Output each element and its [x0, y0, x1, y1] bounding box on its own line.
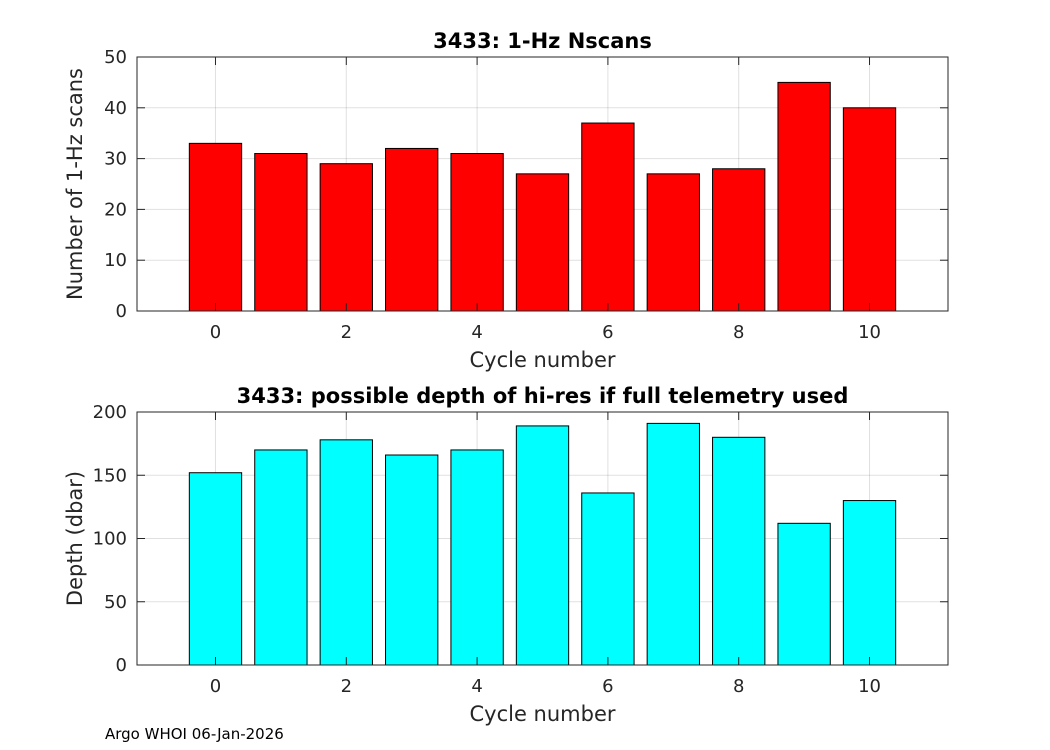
bar	[254, 153, 308, 312]
bar	[319, 163, 373, 312]
bar	[646, 173, 700, 312]
bar	[842, 107, 897, 312]
y-tick-label: 20	[104, 199, 127, 220]
y-tick-label: 0	[116, 301, 127, 322]
y-tick-label: 0	[116, 655, 127, 676]
x-tick-label: 4	[471, 322, 482, 343]
bar	[188, 142, 243, 312]
bar	[515, 425, 570, 666]
y-tick-label: 100	[93, 529, 127, 550]
bar	[319, 439, 373, 666]
bar	[777, 522, 831, 666]
axes-box	[136, 56, 949, 312]
x-axis-label: Cycle number	[469, 348, 615, 372]
bar	[450, 153, 504, 312]
bar	[842, 500, 897, 666]
x-tick-label: 6	[602, 322, 613, 343]
bar	[385, 454, 439, 666]
x-tick-label: 2	[341, 676, 352, 697]
x-tick-label: 2	[341, 322, 352, 343]
y-tick-label: 40	[104, 98, 127, 119]
x-tick-label: 8	[733, 676, 744, 697]
y-tick-label: 200	[93, 402, 127, 423]
footer-credit: Argo WHOI 06-Jan-2026	[105, 725, 284, 743]
x-tick-label: 6	[602, 676, 613, 697]
bar	[581, 122, 635, 312]
bar	[712, 168, 766, 312]
bar	[712, 436, 766, 666]
x-tick-label: 4	[471, 676, 482, 697]
chart-top: 0 2 4 6 8 10 0 10 20 30 40 50 3433: 1-Hz Nscans Cycle…	[63, 29, 949, 372]
x-tick-label: 8	[733, 322, 744, 343]
y-tick-label: 150	[93, 465, 127, 486]
chart-title: 3433: 1-Hz Nscans	[433, 29, 652, 53]
chart-title: 3433: possible depth of hi-res if full t…	[237, 384, 849, 408]
x-axis-label: Cycle number	[469, 702, 615, 726]
y-axis-label: Number of 1-Hz scans	[63, 68, 87, 300]
bar	[188, 472, 243, 666]
y-tick-label: 50	[104, 47, 127, 68]
bar	[515, 173, 570, 312]
bar	[450, 449, 504, 666]
x-tick-label: 10	[858, 322, 881, 343]
x-tick-label: 0	[210, 676, 221, 697]
bar	[646, 422, 700, 666]
y-tick-label: 30	[104, 149, 127, 170]
x-tick-label: 10	[858, 676, 881, 697]
bar	[581, 492, 635, 666]
bar	[254, 449, 308, 666]
y-tick-label: 10	[104, 250, 127, 271]
bar	[777, 81, 831, 312]
y-tick-label: 50	[104, 592, 127, 613]
x-tick-label: 0	[210, 322, 221, 343]
bar	[385, 147, 439, 312]
y-axis-label: Depth (dbar)	[63, 471, 87, 606]
